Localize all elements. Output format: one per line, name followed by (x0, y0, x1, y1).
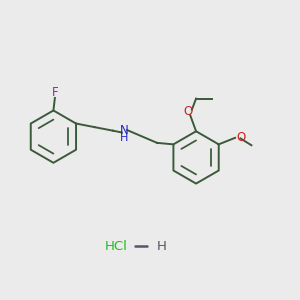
Text: HCl: HCl (104, 240, 127, 253)
Text: H: H (120, 134, 128, 143)
Text: H: H (157, 240, 167, 253)
Text: O: O (183, 105, 192, 118)
Text: F: F (52, 86, 58, 99)
Text: N: N (120, 124, 129, 136)
Text: O: O (237, 131, 246, 144)
